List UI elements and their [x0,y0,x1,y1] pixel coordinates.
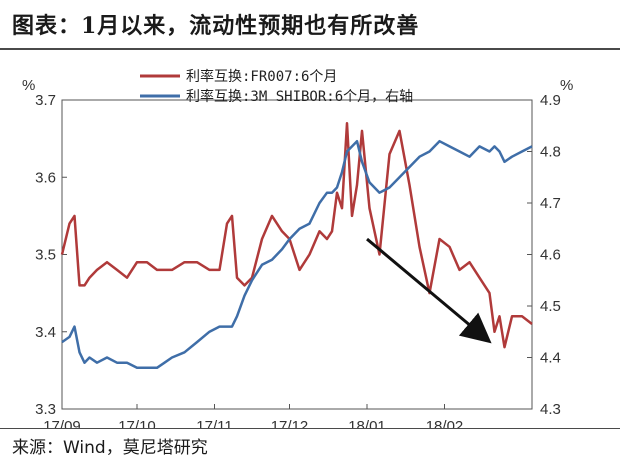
right-tick-label: 4.8 [540,144,561,161]
left-tick-label: 3.3 [35,401,56,418]
series-line-2 [61,139,533,370]
x-tick-label: 17/10 [118,418,156,428]
right-tick-label: 4.6 [540,247,561,264]
x-tick-label: 18/01 [348,418,386,428]
right-axis-unit: % [560,77,573,94]
source-note: 来源：Wind，莫尼塔研究 [12,438,208,458]
source-divider [0,428,620,429]
right-tick-label: 4.3 [540,401,561,418]
left-axis: % 3.3 3.4 3.5 3.6 3.7 [22,77,67,418]
x-axis: 17/09 17/10 17/11 17/12 18/01 18/02 [43,404,463,428]
x-tick-label: 17/12 [271,418,309,428]
left-tick-label: 3.5 [35,247,56,264]
left-tick-label: 3.7 [35,92,56,109]
chart-area: %3.33.43.53.63.7 %4.34.44.54.64.74.84.9 … [22,68,573,428]
annotation [366,237,492,344]
legend-label: 利率互换:FR007:6个月 [186,68,337,85]
x-tick-label: 17/11 [196,418,232,428]
series-line-1 [60,121,533,349]
x-tick-label: 17/09 [43,418,81,428]
chart-title: 图表：1月以来，流动性预期也有所改善 [12,13,420,39]
right-axis: % 4.3 4.4 4.5 4.6 4.7 4.8 4.9 [527,77,573,418]
right-tick-label: 4.9 [540,92,561,109]
title-divider [0,48,620,50]
right-tick-label: 4.4 [540,350,561,367]
left-axis-unit: % [22,77,35,94]
left-tick-label: 3.6 [35,169,56,186]
x-tick-label: 18/02 [426,418,464,428]
left-tick-label: 3.4 [35,324,56,341]
right-tick-label: 4.7 [540,195,561,212]
trend-arrow [366,237,492,344]
plot-frame [61,99,533,410]
right-tick-label: 4.5 [540,298,561,315]
legend-label: 利率互换:3M SHIBOR:6个月，右轴 [186,88,413,105]
series-lines [60,121,533,370]
